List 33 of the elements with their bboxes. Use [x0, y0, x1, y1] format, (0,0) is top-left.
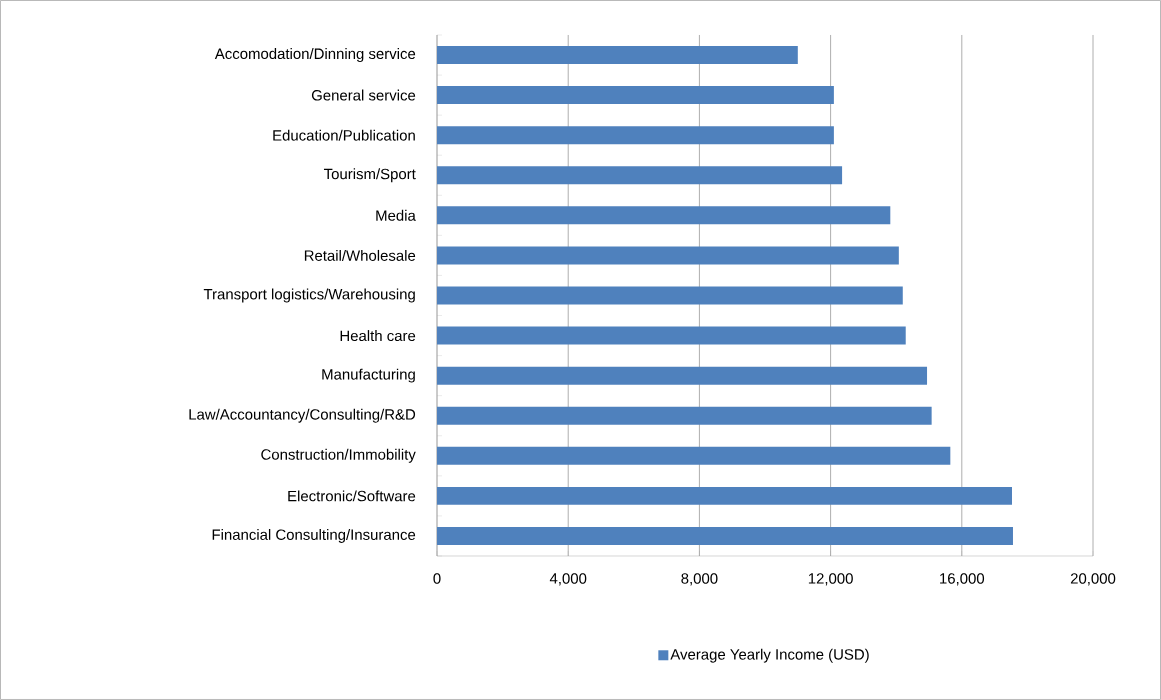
bar	[437, 526, 1013, 545]
x-tick-label: 4,000	[549, 573, 587, 586]
bar	[437, 326, 906, 345]
y-tick-label: Education/Publication	[273, 129, 415, 141]
y-tick-label: Law/Accountancy/Consulting/R&D	[189, 408, 416, 423]
y-tick-label: Financial Consulting/Insurance	[212, 528, 416, 543]
bar	[437, 246, 899, 265]
bar	[437, 166, 843, 185]
y-tick-label: Health care	[340, 330, 416, 342]
bar	[437, 406, 932, 425]
y-tick-label: Accomodation/Dinning service	[214, 48, 416, 62]
x-tick-label: 8,000	[681, 573, 718, 586]
x-tick-label: 20,000	[1070, 573, 1116, 586]
bar	[437, 366, 928, 385]
bar	[437, 126, 834, 145]
bar	[437, 46, 798, 65]
y-tick-label: Transport logistics/Warehousing	[203, 288, 415, 303]
bar	[437, 486, 1012, 505]
y-tick-label: Retail/Wholesale	[304, 249, 416, 261]
y-tick-label: Manufacturing	[322, 368, 415, 383]
x-tick-label: 16,000	[940, 573, 985, 586]
bar	[437, 286, 903, 305]
y-tick-label: General service	[311, 89, 416, 101]
y-tick-label: Electronic/Software	[288, 490, 416, 502]
x-tick-label: 0	[433, 573, 441, 584]
bar	[437, 446, 951, 465]
legend-label: Average Yearly Income (USD)	[670, 648, 869, 663]
y-tick-label: Construction/Immobility	[261, 448, 416, 463]
x-tick-label: 12,000	[808, 573, 853, 586]
y-tick-label: Media	[376, 209, 416, 221]
y-tick-label: Tourism/Sport	[323, 168, 416, 183]
bar	[437, 206, 891, 225]
bar	[437, 86, 834, 105]
